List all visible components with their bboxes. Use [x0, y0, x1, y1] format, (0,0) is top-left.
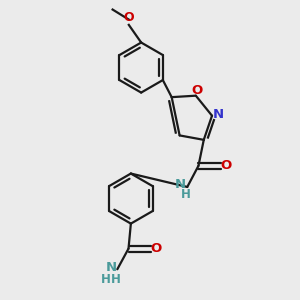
Text: H: H	[111, 273, 121, 286]
Text: H: H	[101, 273, 111, 286]
Text: O: O	[220, 159, 232, 172]
Text: O: O	[192, 85, 203, 98]
Text: N: N	[175, 178, 186, 191]
Text: O: O	[150, 242, 161, 255]
Text: N: N	[106, 261, 117, 274]
Text: O: O	[124, 11, 134, 24]
Text: N: N	[213, 108, 224, 121]
Text: H: H	[181, 188, 191, 201]
